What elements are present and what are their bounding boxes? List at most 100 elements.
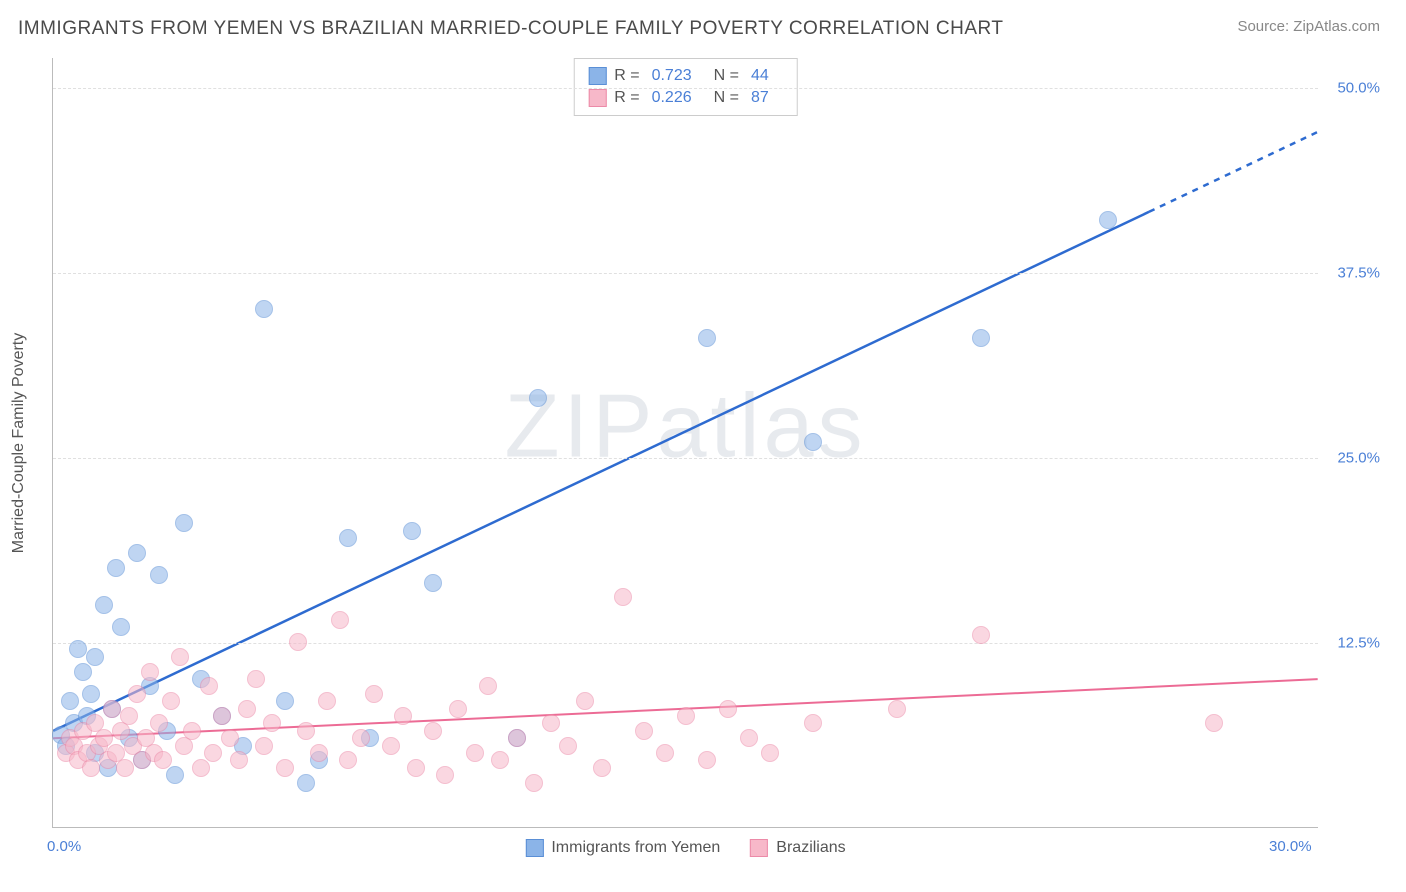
data-point [204, 744, 222, 762]
grid-line [53, 273, 1318, 274]
data-point [192, 759, 210, 777]
legend-series-label: Immigrants from Yemen [551, 839, 720, 857]
data-point [382, 737, 400, 755]
data-point [698, 751, 716, 769]
legend-stat-row: R = 0.226 N = 87 [588, 87, 783, 109]
data-point [972, 329, 990, 347]
data-point [318, 692, 336, 710]
grid-line [53, 458, 1318, 459]
legend-n-label: N = [714, 89, 739, 107]
data-point [247, 670, 265, 688]
legend-series-item: Immigrants from Yemen [525, 839, 720, 857]
data-point [297, 774, 315, 792]
legend-r-label: R = [614, 89, 639, 107]
data-point [166, 766, 184, 784]
data-point [120, 707, 138, 725]
x-tick-label: 30.0% [1269, 838, 1312, 855]
data-point [86, 648, 104, 666]
data-point [263, 714, 281, 732]
data-point [888, 700, 906, 718]
grid-line [53, 88, 1318, 89]
data-point [542, 714, 560, 732]
data-point [183, 722, 201, 740]
y-tick-label: 12.5% [1337, 634, 1380, 651]
data-point [677, 707, 695, 725]
y-tick-label: 37.5% [1337, 264, 1380, 281]
data-point [150, 566, 168, 584]
x-tick-label: 0.0% [47, 838, 81, 855]
data-point [529, 389, 547, 407]
plot-area: Married-Couple Family Poverty ZIPatlas R… [52, 58, 1318, 828]
data-point [614, 588, 632, 606]
data-point [804, 714, 822, 732]
data-point [436, 766, 454, 784]
series-legend: Immigrants from Yemen Brazilians [525, 839, 845, 857]
data-point [310, 744, 328, 762]
data-point [171, 648, 189, 666]
data-point [95, 596, 113, 614]
data-point [61, 692, 79, 710]
trend-line [53, 212, 1149, 731]
data-point [479, 677, 497, 695]
y-axis-label: Married-Couple Family Poverty [10, 332, 28, 553]
data-point [276, 759, 294, 777]
data-point [74, 663, 92, 681]
data-point [141, 663, 159, 681]
data-point [719, 700, 737, 718]
data-point [1205, 714, 1223, 732]
data-point [107, 559, 125, 577]
data-point [112, 618, 130, 636]
data-point [69, 640, 87, 658]
data-point [154, 751, 172, 769]
legend-swatch [588, 89, 606, 107]
data-point [525, 774, 543, 792]
legend-series-item: Brazilians [750, 839, 845, 857]
data-point [491, 751, 509, 769]
data-point [175, 514, 193, 532]
y-tick-label: 25.0% [1337, 449, 1380, 466]
data-point [221, 729, 239, 747]
data-point [95, 729, 113, 747]
data-point [424, 574, 442, 592]
data-point [116, 759, 134, 777]
watermark: ZIPatlas [504, 376, 866, 479]
legend-n-label: N = [714, 67, 739, 85]
legend-swatch [525, 839, 543, 857]
data-point [761, 744, 779, 762]
data-point [82, 685, 100, 703]
source-attribution: Source: ZipAtlas.com [1237, 18, 1380, 35]
data-point [128, 544, 146, 562]
data-point [466, 744, 484, 762]
data-point [424, 722, 442, 740]
data-point [103, 700, 121, 718]
data-point [339, 751, 357, 769]
legend-n-value: 44 [751, 67, 769, 85]
y-tick-label: 50.0% [1337, 79, 1380, 96]
data-point [1099, 211, 1117, 229]
data-point [559, 737, 577, 755]
legend-series-label: Brazilians [776, 839, 845, 857]
data-point [593, 759, 611, 777]
data-point [449, 700, 467, 718]
trend-line-dashed [1149, 132, 1318, 212]
chart-container: Married-Couple Family Poverty ZIPatlas R… [52, 58, 1380, 828]
data-point [276, 692, 294, 710]
legend-n-value: 87 [751, 89, 769, 107]
chart-title: IMMIGRANTS FROM YEMEN VS BRAZILIAN MARRI… [18, 18, 1004, 40]
data-point [289, 633, 307, 651]
data-point [230, 751, 248, 769]
data-point [128, 685, 146, 703]
data-point [508, 729, 526, 747]
data-point [972, 626, 990, 644]
data-point [698, 329, 716, 347]
data-point [656, 744, 674, 762]
data-point [407, 759, 425, 777]
legend-r-value: 0.226 [652, 89, 692, 107]
data-point [339, 529, 357, 547]
data-point [331, 611, 349, 629]
data-point [352, 729, 370, 747]
data-point [162, 692, 180, 710]
data-point [297, 722, 315, 740]
legend-stat-row: R =0.723N =44 [588, 65, 783, 87]
legend-swatch [588, 67, 606, 85]
